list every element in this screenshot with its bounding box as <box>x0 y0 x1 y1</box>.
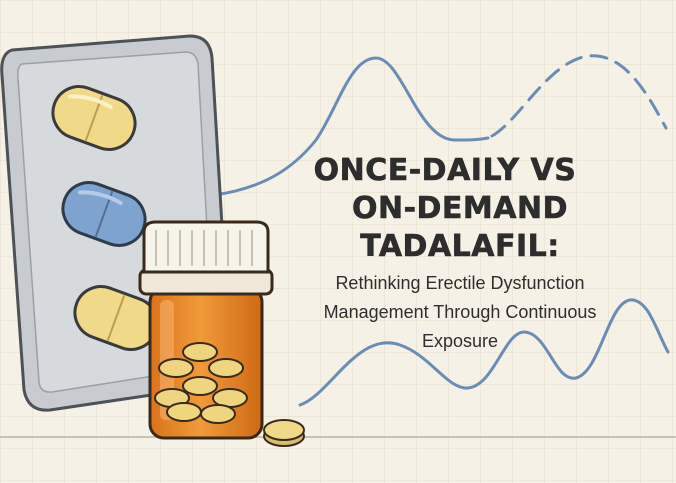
subtitle: Rethinking Erectile Dysfunction Manageme… <box>250 269 670 356</box>
subtitle-line-1: Rethinking Erectile Dysfunction <box>335 273 585 293</box>
subtitle-line-2: Management Through Continuous <box>323 302 597 322</box>
wave-curve-icon <box>298 298 670 407</box>
pill-bottle-icon <box>138 220 274 440</box>
tablet-icon <box>263 419 305 447</box>
wave-curve-icon <box>213 54 668 197</box>
subtitle-line-3: Exposure <box>421 331 499 351</box>
title-line-1: ONCE-DAILY VS <box>313 153 577 189</box>
pill-icon <box>51 85 137 151</box>
title-line-2: ON-DEMAND TADALAFIL: <box>351 191 569 265</box>
title-block: ONCE-DAILY VS ON-DEMAND TADALAFIL: Rethi… <box>250 152 670 356</box>
pill-icon <box>73 285 159 351</box>
